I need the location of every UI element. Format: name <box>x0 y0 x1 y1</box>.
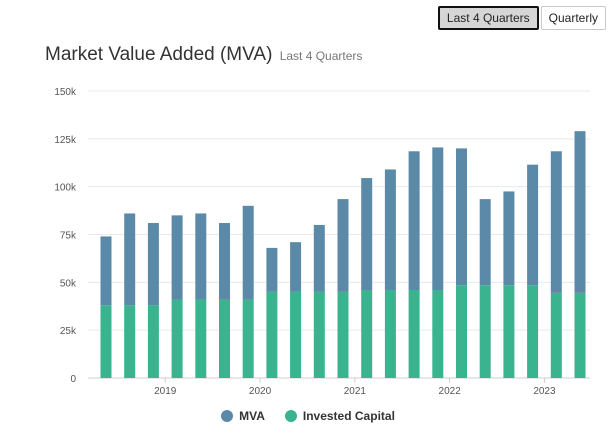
bar-invested-capital <box>408 289 420 378</box>
bar-mva <box>171 215 183 300</box>
x-tick-label: 2022 <box>439 386 462 397</box>
legend-label-mva: MVA <box>239 409 265 423</box>
bar-mva <box>456 148 467 286</box>
x-tick-label: 2023 <box>533 386 556 397</box>
period-toggle-group: Last 4 Quarters Quarterly <box>437 6 606 30</box>
bar-invested-capital <box>124 305 136 378</box>
bar-invested-capital <box>527 285 539 378</box>
bar-invested-capital <box>290 291 302 378</box>
bar-mva <box>479 199 491 286</box>
bar-invested-capital <box>266 291 278 378</box>
bar-invested-capital <box>147 305 159 378</box>
bar-invested-capital <box>195 299 207 378</box>
bar-mva <box>219 223 230 300</box>
quarterly-button[interactable]: Quarterly <box>540 6 606 30</box>
y-tick-label: 150k <box>54 87 77 98</box>
legend-item-mva[interactable]: MVA <box>221 409 265 423</box>
legend-swatch-invested-capital <box>284 410 297 422</box>
bar-mva <box>337 199 349 292</box>
bar-mva <box>408 151 420 290</box>
legend-item-invested-capital[interactable]: Invested Capital <box>284 409 395 423</box>
y-tick-label: 25k <box>60 326 77 337</box>
chart-subtitle: Last 4 Quarters <box>279 49 363 63</box>
y-tick-label: 75k <box>60 231 77 242</box>
bar-mva <box>550 151 562 293</box>
bar-mva <box>147 223 159 306</box>
y-tick-label: 0 <box>70 374 76 385</box>
bar-mva <box>527 164 539 286</box>
bar-invested-capital <box>171 299 183 378</box>
bar-invested-capital <box>100 305 112 378</box>
bar-mva <box>290 242 302 292</box>
legend-swatch-mva <box>221 410 234 422</box>
x-tick-label: 2021 <box>344 386 367 397</box>
bar-mva <box>100 236 112 306</box>
chart-title-block: Market Value Added (MVA) Last 4 Quarters <box>45 44 362 66</box>
y-tick-label: 50k <box>60 278 77 289</box>
bar-mva <box>574 131 586 293</box>
chart-title: Market Value Added (MVA) <box>45 44 273 65</box>
legend-label-invested-capital: Invested Capital <box>302 409 395 423</box>
bar-invested-capital <box>574 292 586 378</box>
bar-invested-capital <box>432 289 444 378</box>
y-tick-label: 100k <box>54 183 77 194</box>
bar-invested-capital <box>313 291 325 378</box>
x-tick-label: 2020 <box>249 386 272 397</box>
bar-invested-capital <box>337 291 349 378</box>
bar-mva <box>124 213 136 306</box>
bar-invested-capital <box>219 299 230 378</box>
last-4-quarters-button[interactable]: Last 4 Quarters <box>437 6 539 30</box>
bar-mva <box>503 191 515 286</box>
bar-mva <box>384 169 396 290</box>
bar-invested-capital <box>550 292 562 378</box>
bar-invested-capital <box>384 289 396 378</box>
bar-mva <box>313 224 325 292</box>
bar-mva <box>266 247 278 292</box>
y-tick-label: 125k <box>54 135 77 146</box>
bar-invested-capital <box>479 285 491 378</box>
bar-mva <box>195 213 207 300</box>
bar-mva <box>242 205 254 300</box>
bar-invested-capital <box>361 289 373 378</box>
chart-legend: MVA Invested Capital <box>0 409 616 423</box>
bar-invested-capital <box>503 285 515 378</box>
x-tick-label: 2019 <box>154 386 177 397</box>
bar-mva <box>361 178 373 290</box>
bar-invested-capital <box>456 285 467 378</box>
bar-invested-capital <box>242 299 254 378</box>
bar-mva <box>432 147 444 290</box>
